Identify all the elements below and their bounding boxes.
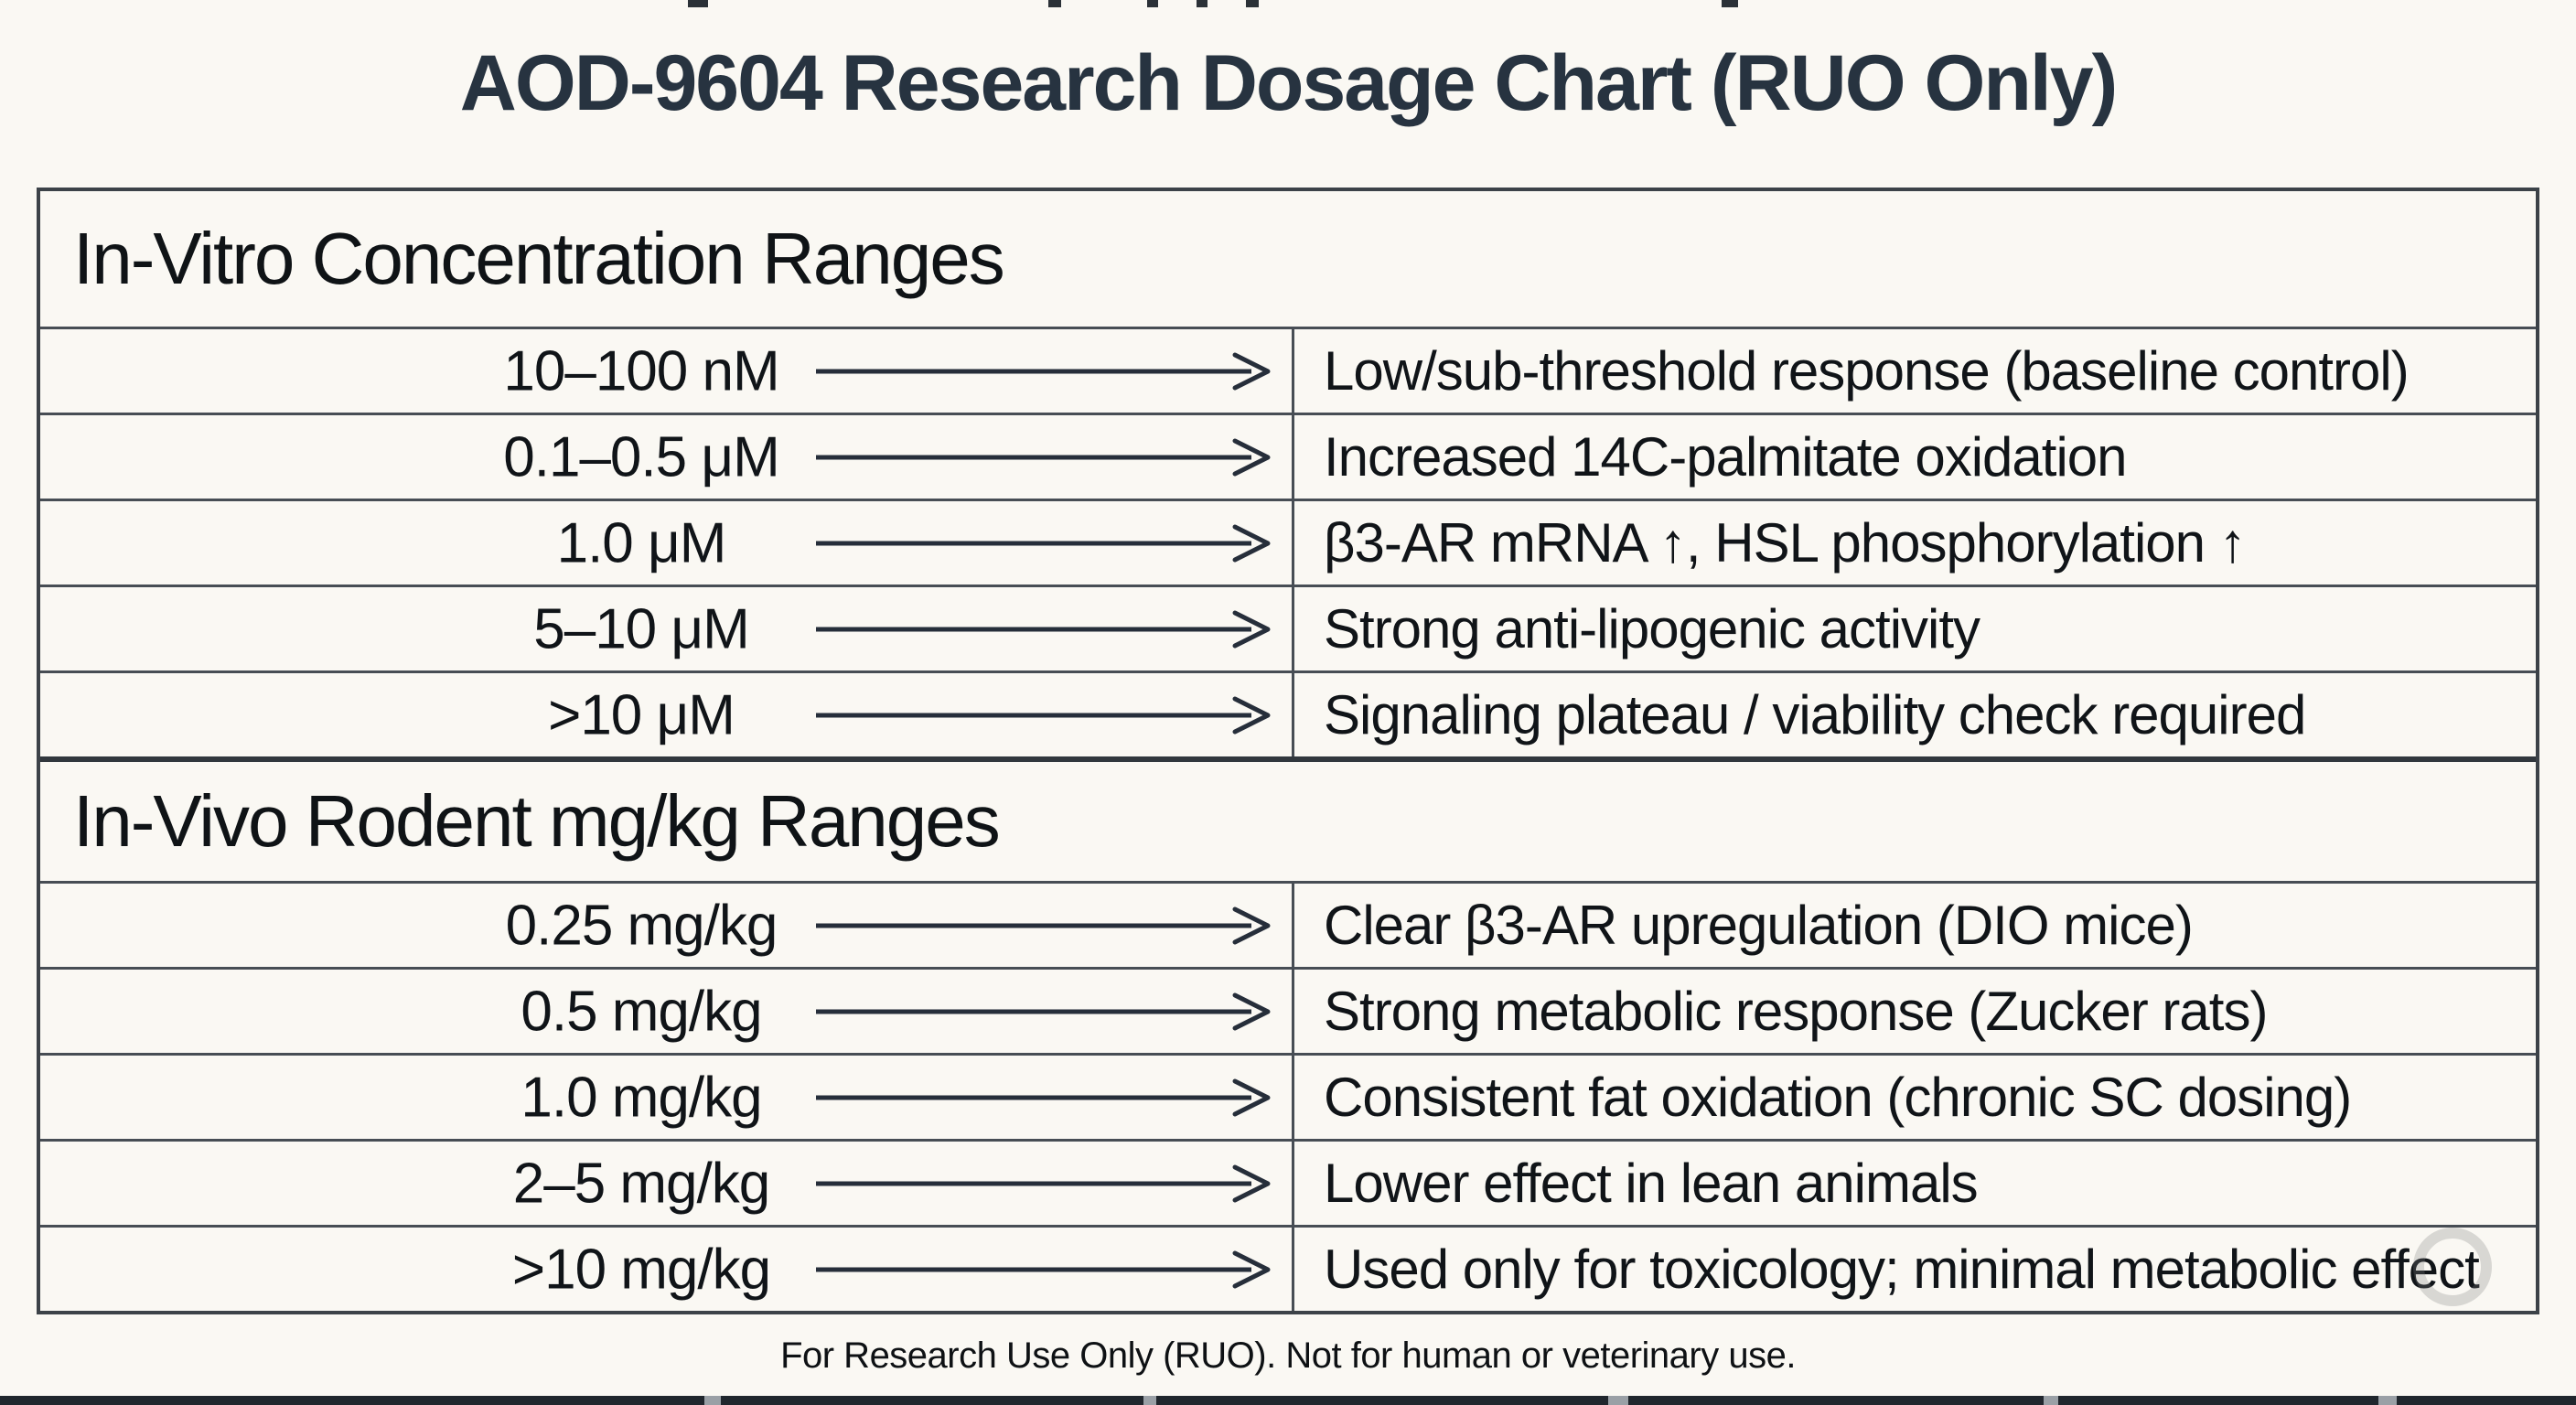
dose-value: 1.0 μM xyxy=(556,511,727,574)
band-notch xyxy=(2378,1396,2397,1405)
band-notch xyxy=(2044,1396,2058,1405)
effect-cell: Used only for toxicology; minimal metabo… xyxy=(1292,1228,2536,1311)
table-row: >10 μM Signaling plateau / viability che… xyxy=(40,670,2536,756)
table-row: 1.0 μM β3-AR mRNA ↑, HSL phosphorylation… xyxy=(40,499,2536,585)
arrow-right-icon xyxy=(814,437,1277,477)
scan-artifact-band xyxy=(0,1396,2576,1405)
dose-cell: 1.0 mg/kg xyxy=(40,1056,1292,1139)
effect-text: Strong metabolic response (Zucker rats) xyxy=(1324,981,2268,1042)
dose-cell: 0.25 mg/kg xyxy=(40,884,1292,967)
effect-cell: Lower effect in lean animals xyxy=(1292,1142,2536,1225)
effect-text: Signaling plateau / viability check requ… xyxy=(1324,684,2306,745)
effect-cell: Consistent fat oxidation (chronic SC dos… xyxy=(1292,1056,2536,1139)
dose-value: >10 μM xyxy=(548,683,735,746)
effect-cell: Increased 14C-palmitate oxidation xyxy=(1292,415,2536,499)
dose-cell: 2–5 mg/kg xyxy=(40,1142,1292,1225)
arrow-right-icon xyxy=(814,992,1277,1032)
scan-artifact xyxy=(1147,0,1158,7)
scan-artifact xyxy=(1246,0,1259,7)
effect-cell: β3-AR mRNA ↑, HSL phosphorylation ↑ xyxy=(1292,501,2536,585)
table-row: 0.25 mg/kg Clear β3-AR upregulation (DIO… xyxy=(40,881,2536,967)
arrow-right-icon xyxy=(814,609,1277,649)
effect-cell: Strong metabolic response (Zucker rats) xyxy=(1292,970,2536,1053)
dosage-table: In-Vitro Concentration Ranges 10–100 nM … xyxy=(37,188,2539,1314)
scan-artifact xyxy=(1197,0,1208,7)
scan-artifact xyxy=(688,0,708,7)
effect-text: Consistent fat oxidation (chronic SC dos… xyxy=(1324,1067,2352,1128)
band-notch xyxy=(704,1396,721,1405)
dose-value: 0.5 mg/kg xyxy=(521,980,762,1043)
dose-cell: 10–100 nM xyxy=(40,329,1292,413)
dose-value: 2–5 mg/kg xyxy=(512,1152,771,1215)
table-row: 10–100 nM Low/sub-threshold response (ba… xyxy=(40,327,2536,413)
dose-value: 10–100 nM xyxy=(503,339,779,402)
arrow-right-icon xyxy=(814,351,1277,391)
dose-value: 1.0 mg/kg xyxy=(521,1066,762,1129)
effect-cell: Signaling plateau / viability check requ… xyxy=(1292,673,2536,756)
table-row: >10 mg/kg Used only for toxicology; mini… xyxy=(40,1225,2536,1311)
dose-cell: >10 μM xyxy=(40,673,1292,756)
effect-text: Increased 14C-palmitate oxidation xyxy=(1324,426,2128,488)
arrow-right-icon xyxy=(814,1164,1277,1204)
dose-value: 0.1–0.5 μM xyxy=(503,425,779,488)
arrow-right-icon xyxy=(814,695,1277,735)
dose-value: 0.25 mg/kg xyxy=(505,894,778,957)
effect-cell: Low/sub-threshold response (baseline con… xyxy=(1292,329,2536,413)
effect-cell: Strong anti-lipogenic activity xyxy=(1292,587,2536,670)
effect-text: Low/sub-threshold response (baseline con… xyxy=(1324,340,2410,402)
table-row: 0.1–0.5 μM Increased 14C-palmitate oxida… xyxy=(40,413,2536,499)
scan-artifact xyxy=(1722,0,1738,7)
arrow-right-icon xyxy=(814,1078,1277,1118)
table-row: 2–5 mg/kg Lower effect in lean animals xyxy=(40,1139,2536,1225)
effect-text: Used only for toxicology; minimal metabo… xyxy=(1324,1239,2480,1300)
arrow-right-icon xyxy=(814,1249,1277,1290)
dose-cell: 0.5 mg/kg xyxy=(40,970,1292,1053)
dose-cell: >10 mg/kg xyxy=(40,1228,1292,1311)
effect-text: Lower effect in lean animals xyxy=(1324,1153,1979,1214)
arrow-right-icon xyxy=(814,906,1277,946)
section-header-in-vitro: In-Vitro Concentration Ranges xyxy=(73,218,1005,299)
dose-value: 5–10 μM xyxy=(533,597,750,660)
dose-cell: 5–10 μM xyxy=(40,587,1292,670)
effect-cell: Clear β3-AR upregulation (DIO mice) xyxy=(1292,884,2536,967)
watermark xyxy=(2413,1228,2492,1306)
table-row: 1.0 mg/kg Consistent fat oxidation (chro… xyxy=(40,1053,2536,1139)
dose-cell: 1.0 μM xyxy=(40,501,1292,585)
band-notch xyxy=(1608,1396,1628,1405)
table-row: 0.5 mg/kg Strong metabolic response (Zuc… xyxy=(40,967,2536,1053)
effect-text: Strong anti-lipogenic activity xyxy=(1324,598,1980,660)
dose-value: >10 mg/kg xyxy=(511,1238,771,1301)
band-notch xyxy=(1143,1396,1156,1405)
page-title: AOD-9604 Research Dosage Chart (RUO Only… xyxy=(459,39,2119,127)
scan-artifact xyxy=(1048,0,1061,7)
arrow-right-icon xyxy=(814,523,1277,563)
footer-disclaimer: For Research Use Only (RUO). Not for hum… xyxy=(780,1335,1796,1376)
dose-cell: 0.1–0.5 μM xyxy=(40,415,1292,499)
table-row: 5–10 μM Strong anti-lipogenic activity xyxy=(40,585,2536,670)
effect-text: Clear β3-AR upregulation (DIO mice) xyxy=(1324,895,2194,956)
effect-text: β3-AR mRNA ↑, HSL phosphorylation ↑ xyxy=(1324,512,2247,574)
section-header-in-vivo: In-Vivo Rodent mg/kg Ranges xyxy=(40,756,2536,881)
